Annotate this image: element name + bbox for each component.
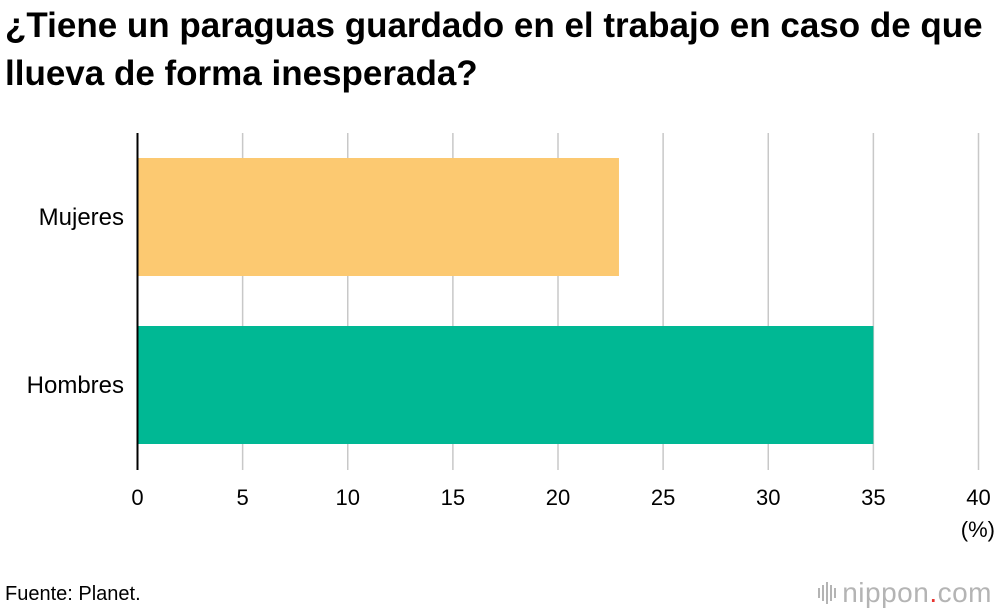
x-tick-labels: 0 5 10 15 20 25 30 35 40 — [131, 485, 990, 510]
x-tick-label: 0 — [131, 485, 143, 510]
nippon-logo: nippon.com — [818, 575, 992, 611]
category-labels: Mujeres Hombres — [27, 204, 124, 399]
category-label: Hombres — [27, 372, 124, 399]
source-note: Fuente: Planet. — [5, 583, 141, 605]
x-tick-label: 25 — [651, 485, 675, 510]
x-tick-label: 10 — [336, 485, 360, 510]
chart-title: ¿Tiene un paraguas guardado en el trabaj… — [5, 6, 983, 93]
bar-hombres — [137, 326, 874, 444]
x-tick-label: 40 — [966, 485, 990, 510]
x-tick-label: 15 — [441, 485, 465, 510]
x-tick-label: 35 — [861, 485, 885, 510]
logo-text: nippon.com — [842, 577, 992, 608]
bar-mujeres — [137, 158, 619, 276]
logo-bars-icon — [818, 578, 837, 608]
category-label: Mujeres — [39, 204, 124, 231]
bars — [137, 158, 874, 444]
x-axis-unit: (%) — [961, 517, 995, 542]
x-tick-label: 5 — [237, 485, 249, 510]
x-tick-label: 30 — [756, 485, 780, 510]
x-tick-label: 20 — [546, 485, 570, 510]
